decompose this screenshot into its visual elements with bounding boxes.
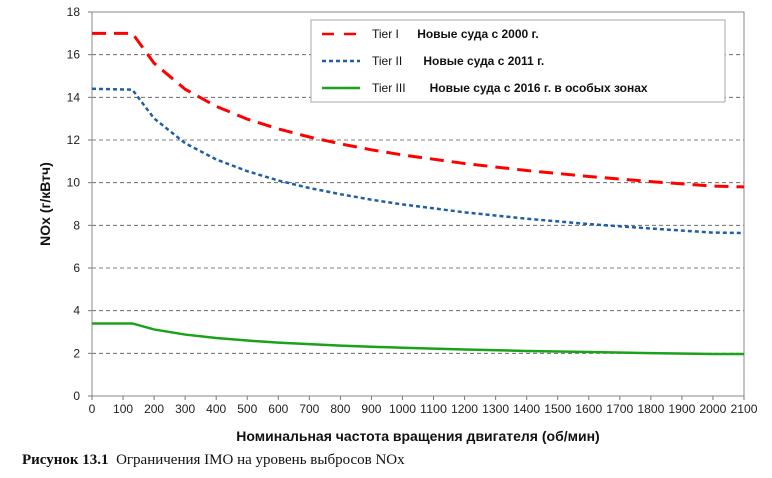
y-axis-label: NOx (г/кВтч) <box>37 162 53 246</box>
y-tick-label: 4 <box>73 304 80 318</box>
x-tick-label: 300 <box>175 402 195 416</box>
y-tick-label: 18 <box>67 5 81 19</box>
plot-border <box>91 11 745 397</box>
x-tick-label: 2000 <box>699 402 726 416</box>
x-axis-label: Номинальная частота вращения двигателя (… <box>236 428 599 444</box>
x-tick-label: 500 <box>237 402 257 416</box>
legend-series-desc: Новые суда с 2016 г. в особых зонах <box>430 81 648 95</box>
legend-series-name: Tier II <box>372 54 402 68</box>
legend-series-name: Tier I <box>372 27 399 41</box>
nox-chart: 0 2 4 6 8 10 12 14 16 18 0 100 200 300 400 500 600 700 800… <box>37 5 758 444</box>
x-tick-label: 1700 <box>606 402 633 416</box>
caption-text: Ограничения IMO на уровень выбросов NOx <box>116 452 405 468</box>
x-tick-label: 600 <box>268 402 288 416</box>
x-tick-label: 1900 <box>668 402 695 416</box>
y-tick-label: 8 <box>73 218 80 232</box>
x-tick-label: 1300 <box>482 402 509 416</box>
x-tick-label: 1200 <box>451 402 478 416</box>
legend-box <box>310 19 726 103</box>
x-tick-label: 200 <box>144 402 164 416</box>
figure-caption: Рисунок 13.1 Ограничения IMO на уровень … <box>22 452 405 469</box>
x-tick-label: 1600 <box>575 402 602 416</box>
x-tick-label: 900 <box>361 402 381 416</box>
y-tick-label: 14 <box>67 90 81 104</box>
y-tick-label: 16 <box>67 48 81 62</box>
x-tick-label: 400 <box>206 402 226 416</box>
y-tick-label: 12 <box>67 133 81 147</box>
legend-series-name: Tier III <box>372 81 406 95</box>
y-tick-label: 0 <box>73 389 80 403</box>
x-tick-label: 100 <box>113 402 133 416</box>
series-line-tier-ii <box>91 87 745 235</box>
x-tick-label: 1400 <box>513 402 540 416</box>
x-tick-label: 1100 <box>420 402 447 416</box>
y-tick-label: 2 <box>73 346 80 360</box>
x-tick-label: 700 <box>299 402 319 416</box>
legend-series-desc: Новые суда с 2011 г. <box>423 54 544 68</box>
x-tick-label: 800 <box>330 402 350 416</box>
x-tick-label: 1800 <box>637 402 664 416</box>
y-tick-label: 10 <box>67 176 81 190</box>
x-tick-label: 2100 <box>731 402 758 416</box>
series-line-tier-i <box>92 31 745 189</box>
caption-number: Рисунок 13.1 <box>22 452 109 468</box>
x-tick-label: 1500 <box>544 402 571 416</box>
x-tick-label: 1000 <box>389 402 416 416</box>
legend-series-desc: Новые суда с 2000 г. <box>417 27 538 41</box>
series-line-tier-iii <box>92 322 744 356</box>
y-tick-label: 6 <box>73 261 80 275</box>
x-tick-label: 0 <box>89 402 96 416</box>
